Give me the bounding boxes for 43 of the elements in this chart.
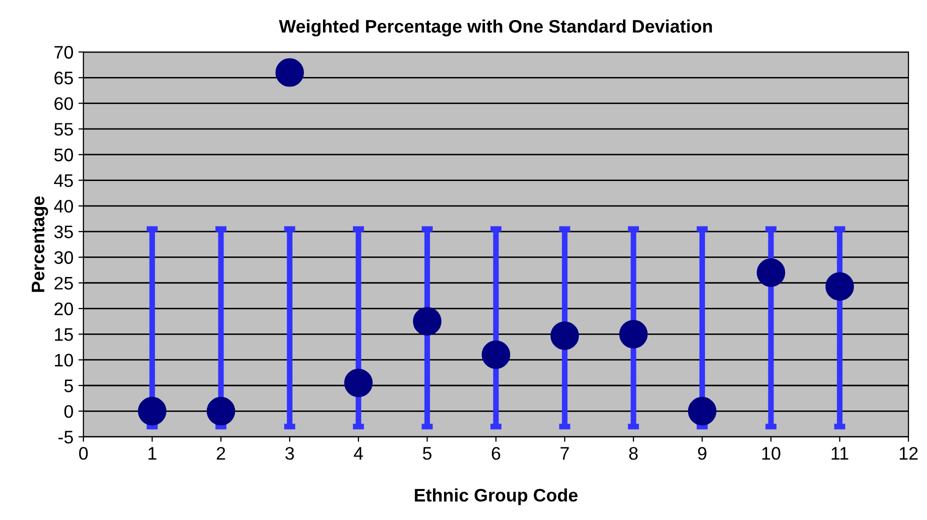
x-tick-label: 2 [216, 447, 226, 460]
y-tick-label: 15 [55, 328, 73, 341]
point [138, 396, 166, 426]
x-axis-title: Ethnic Group Code [414, 488, 578, 506]
y-tick-label: 5 [64, 380, 73, 392]
y-tick-label: 25 [54, 276, 73, 290]
y-tick-label: 60 [54, 97, 74, 110]
x-tick-label: 5 [422, 447, 432, 460]
x-tick-label: 12 [900, 447, 918, 460]
x-tick-label: 3 [285, 447, 294, 460]
point [756, 258, 786, 287]
x-tick-label: 8 [629, 447, 638, 460]
point [275, 58, 304, 87]
x-tick-label: 6 [492, 447, 500, 460]
y-tick-label: 70 [54, 46, 74, 59]
x-tick-label: 1 [148, 447, 156, 460]
x-tick-label: 9 [698, 447, 706, 460]
y-tick-label: 20 [54, 302, 74, 316]
y-tick-label: 30 [54, 251, 74, 264]
y-tick-label: 50 [54, 148, 74, 162]
point [688, 396, 716, 426]
x-tick-label: 10 [762, 447, 780, 460]
y-tick-label: 65 [54, 72, 73, 84]
chart-title: Weighted Percentage with One Standard Deviation [278, 19, 712, 36]
y-tick-label: -5 [58, 430, 73, 444]
x-tick-label: 4 [354, 447, 363, 460]
y-tick-label: 10 [55, 354, 74, 367]
point [344, 368, 373, 398]
point [482, 340, 510, 369]
x-tick-label: 0 [79, 447, 88, 460]
y-tick-label: 35 [54, 226, 73, 238]
y-tick-label: 0 [64, 405, 73, 418]
point [206, 396, 236, 426]
point [412, 307, 442, 336]
point [550, 321, 579, 350]
y-axis-title: Percentage [32, 196, 48, 292]
y-tick-label: 40 [54, 200, 74, 213]
y-tick-label: 55 [54, 123, 73, 136]
point [619, 320, 648, 348]
x-tick-label: 7 [560, 447, 569, 460]
x-tick-label: 11 [832, 447, 848, 460]
y-tick-label: 45 [54, 174, 73, 187]
point [825, 272, 854, 301]
